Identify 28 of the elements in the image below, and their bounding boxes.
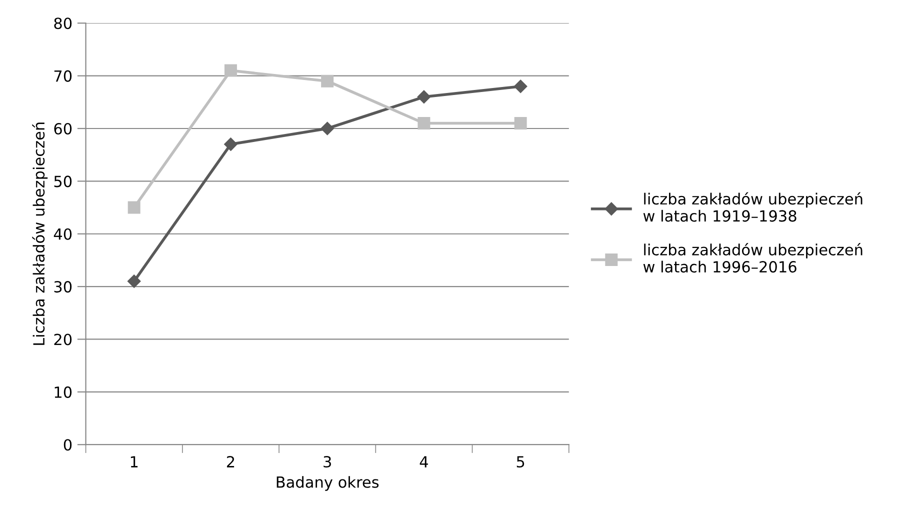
y-tick-label: 20 xyxy=(54,334,72,346)
y-tick-label: 70 xyxy=(54,70,72,82)
y-tick-label: 60 xyxy=(54,122,72,135)
y-tick-label: 10 xyxy=(54,386,72,398)
x-tick-label: 2 xyxy=(226,456,234,468)
point xyxy=(320,122,334,136)
point xyxy=(128,201,140,214)
x-tick-label: 5 xyxy=(516,456,524,468)
point xyxy=(514,80,528,93)
point xyxy=(514,116,527,130)
point xyxy=(224,138,238,151)
y-tick-label: 80 xyxy=(54,18,72,30)
y-tick-label: 50 xyxy=(54,176,72,188)
point xyxy=(224,64,237,77)
x-tick-label: 3 xyxy=(324,456,331,468)
y-tick-label: 40 xyxy=(54,228,72,240)
x-tick-label: 1 xyxy=(130,456,138,468)
x-axis-title: Badany okres xyxy=(276,476,379,491)
point xyxy=(321,74,334,88)
point xyxy=(417,90,431,104)
y-tick-label: 30 xyxy=(54,281,72,293)
point xyxy=(418,116,430,130)
legend-label: liczba zakładów ubezpieczeń w latach 1996–2016 xyxy=(643,243,862,273)
y-axis-title: Liczba zakładów ubezpieczeń xyxy=(32,122,48,345)
y-tick-label: 0 xyxy=(64,439,72,451)
x-tick-label: 4 xyxy=(420,456,428,468)
point xyxy=(128,274,141,288)
legend-label: liczba zakładów ubezpieczeń w latach 1919–1938 xyxy=(643,192,862,222)
